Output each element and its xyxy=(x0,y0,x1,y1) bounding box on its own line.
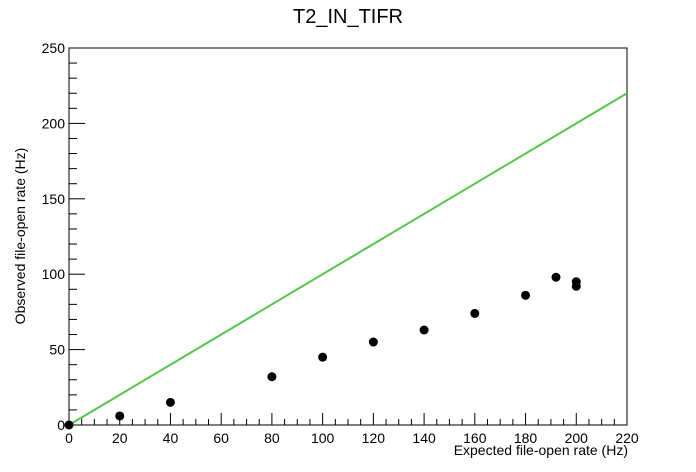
axes-frame xyxy=(68,47,628,426)
x-tick-label: 0 xyxy=(65,430,73,446)
y-tick-label: 100 xyxy=(42,266,66,282)
data-point xyxy=(419,325,429,335)
x-tick-label: 220 xyxy=(615,430,639,446)
data-point xyxy=(165,397,175,407)
data-point xyxy=(571,281,581,291)
x-tick-label: 140 xyxy=(412,430,436,446)
x-tick-label: 120 xyxy=(362,430,386,446)
tick-labels: 0 20 40 60 80 100 120 140 160 180 200 220 0 50 100 150 2… xyxy=(42,40,639,446)
y-tick-label: 150 xyxy=(42,191,66,207)
chart-title: T2_IN_TIFR xyxy=(292,6,404,28)
data-point xyxy=(368,337,378,347)
x-tick-label: 200 xyxy=(565,430,589,446)
y-tick-label: 250 xyxy=(42,40,66,56)
data-point xyxy=(470,308,480,318)
data-point xyxy=(521,290,531,300)
x-axis-label: Expected file-open rate (Hz) xyxy=(453,442,628,458)
x-tick-label: 160 xyxy=(463,430,487,446)
x-tick-label: 80 xyxy=(264,430,280,446)
axis-ticks xyxy=(68,47,628,426)
x-tick-label: 40 xyxy=(163,430,179,446)
data-points xyxy=(64,272,581,430)
y-tick-label: 50 xyxy=(49,342,65,358)
x-tick-label: 60 xyxy=(213,430,229,446)
data-point xyxy=(115,411,125,421)
data-point xyxy=(64,420,74,430)
y-tick-label: 0 xyxy=(57,417,65,433)
plot-frame xyxy=(68,47,628,426)
data-point xyxy=(551,272,561,282)
x-tick-label: 20 xyxy=(112,430,128,446)
x-tick-label: 100 xyxy=(311,430,335,446)
y-tick-label: 200 xyxy=(42,115,66,131)
reference-line-group xyxy=(68,92,628,426)
x-tick-label: 180 xyxy=(514,430,538,446)
data-point xyxy=(267,372,277,382)
reference-line xyxy=(68,92,628,426)
y-axis-label: Observed file-open rate (Hz) xyxy=(12,147,28,325)
data-point xyxy=(318,352,328,362)
